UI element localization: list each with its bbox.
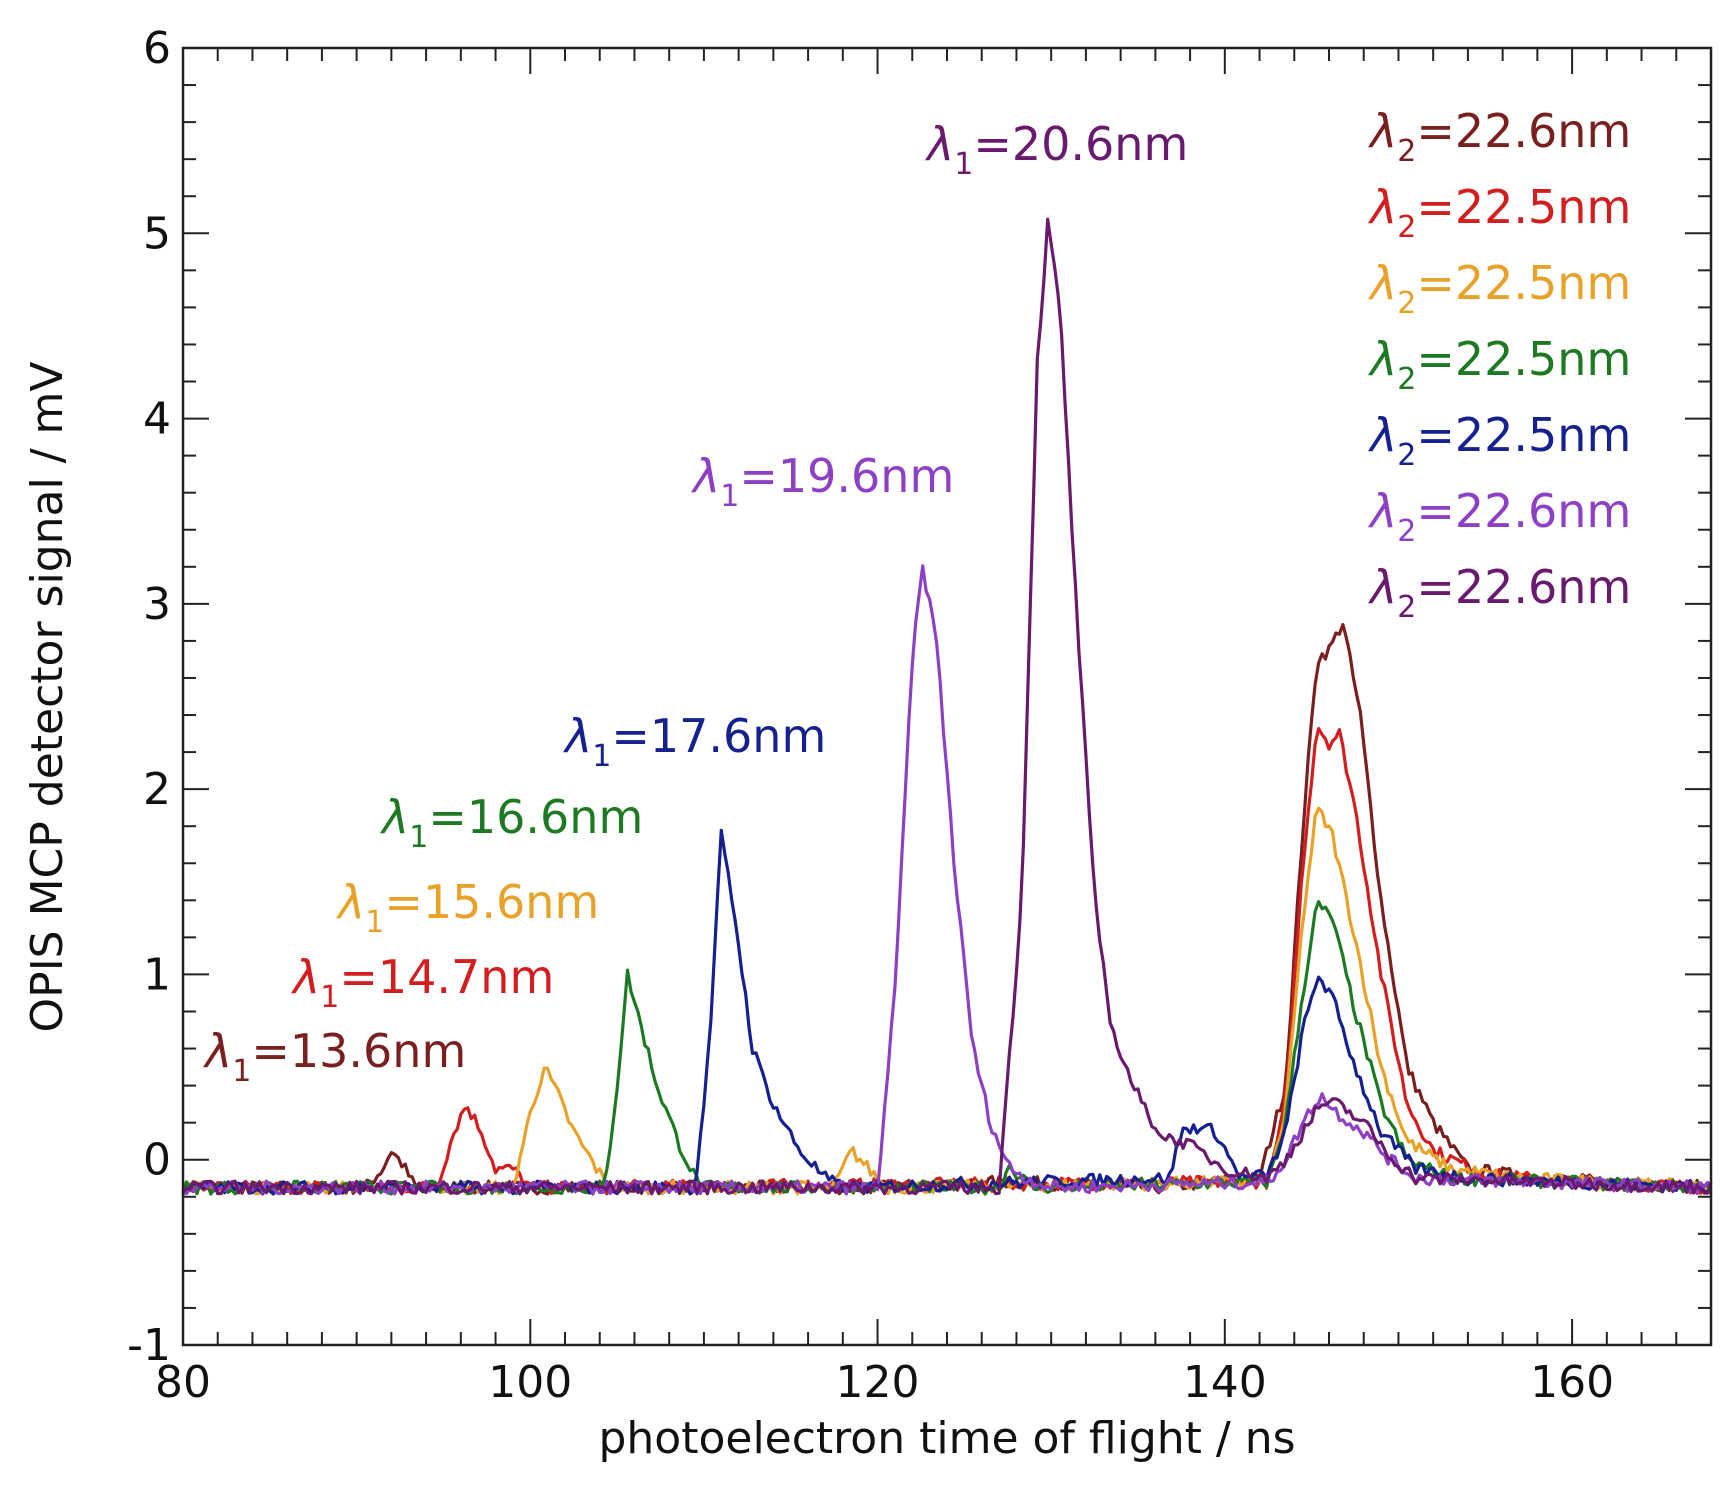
peak-annotation-6: λ1=19.6nm	[690, 449, 954, 514]
y-tick-label: 6	[143, 23, 171, 74]
legend-item-3: λ2=22.5nm	[1367, 256, 1631, 321]
peak-annotation-3: λ1=15.6nm	[335, 875, 599, 940]
series-lines	[181, 217, 1713, 1196]
y-tick-label: 1	[143, 949, 171, 1000]
peak-annotation-5: λ1=17.6nm	[562, 709, 826, 774]
x-tick-label: 160	[1530, 1357, 1614, 1408]
x-axis-title: photoelectron time of flight / ns	[598, 1413, 1295, 1464]
legend-item-5: λ2=22.5nm	[1367, 408, 1631, 473]
legend-item-1: λ2=22.6nm	[1367, 104, 1631, 169]
x-tick-label: 120	[836, 1357, 920, 1408]
y-tick-label: 2	[143, 764, 171, 815]
peak-annotation-1: λ1=13.6nm	[202, 1024, 466, 1089]
peak-annotation-7: λ1=20.6nm	[924, 117, 1188, 182]
legend-item-4: λ2=22.5nm	[1367, 332, 1631, 397]
x-tick-label: 140	[1183, 1357, 1267, 1408]
y-axis-title: OPIS MCP detector signal / mV	[22, 362, 73, 1033]
legend-item-6: λ2=22.6nm	[1367, 484, 1631, 549]
legend-item-2: λ2=22.5nm	[1367, 180, 1631, 245]
annotations: λ1=13.6nm λ1=14.7nm λ1=15.6nm λ1=16.6nm λ1=1…	[202, 117, 1188, 1089]
x-tick-label: 80	[155, 1357, 211, 1408]
y-tick-label: 4	[143, 394, 171, 445]
legend-item-7: λ2=22.6nm	[1367, 560, 1631, 625]
y-tick-label: 3	[143, 579, 171, 630]
series-line-7	[181, 217, 1713, 1196]
peak-annotation-4: λ1=16.6nm	[379, 790, 643, 855]
plot-frame	[181, 46, 1713, 1347]
ticks-layer	[182, 47, 1712, 1346]
series-line-5	[182, 828, 1712, 1196]
tick-labels: 80 100 120 140 160 -1 0 1 2 3 4 5 6	[127, 23, 1614, 1408]
legend: λ2=22.6nm λ2=22.5nm λ2=22.5nm λ2=22.5nm λ2=2…	[1367, 104, 1631, 625]
y-tick-label: 0	[143, 1135, 171, 1186]
peak-annotation-2: λ1=14.7nm	[290, 950, 554, 1015]
x-tick-label: 100	[488, 1357, 572, 1408]
y-tick-label: -1	[127, 1320, 171, 1371]
y-tick-label: 5	[143, 208, 171, 259]
